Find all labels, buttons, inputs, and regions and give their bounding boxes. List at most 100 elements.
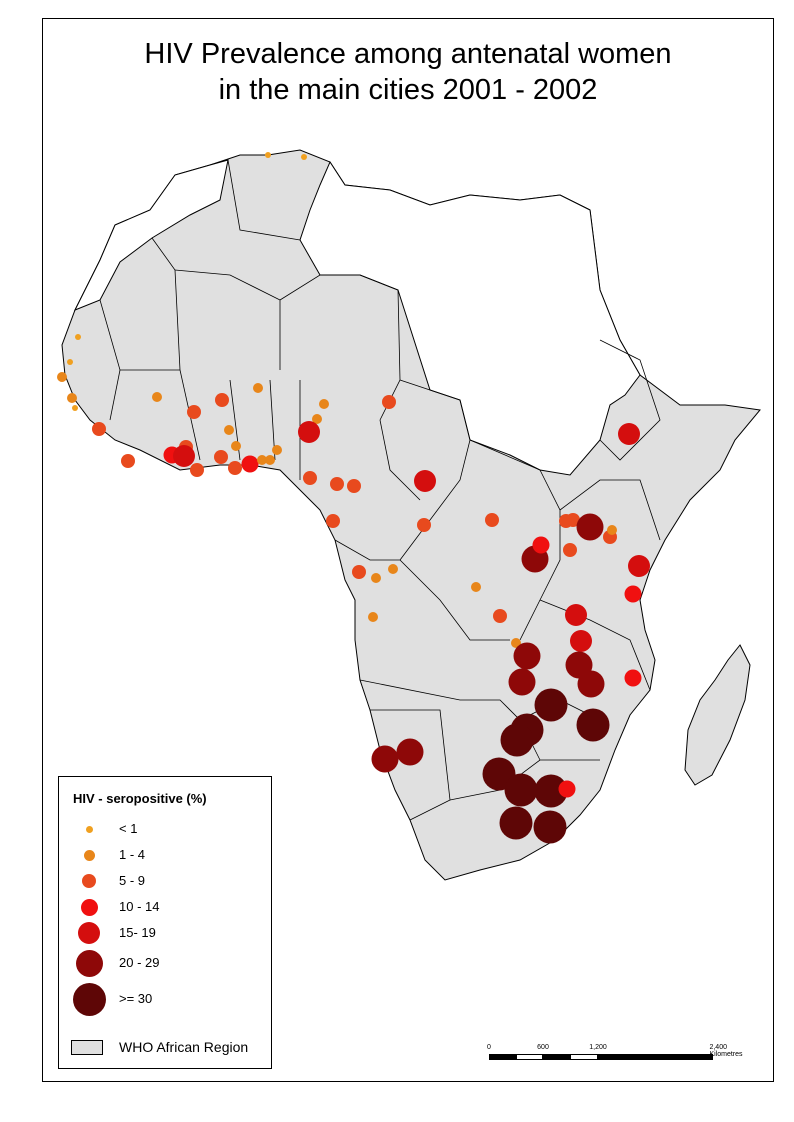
city-marker	[500, 723, 534, 757]
city-marker	[628, 555, 650, 577]
legend-row: 15- 19	[59, 921, 271, 951]
city-marker	[190, 463, 204, 477]
legend-symbol	[72, 982, 106, 1016]
scale-tick-0: 0	[487, 1044, 491, 1051]
city-marker	[396, 738, 424, 766]
city-marker	[534, 688, 568, 722]
city-marker	[57, 372, 67, 382]
legend-symbol	[75, 949, 103, 977]
city-marker	[558, 780, 576, 798]
city-marker	[577, 670, 605, 698]
city-marker	[228, 461, 242, 475]
city-marker	[368, 612, 378, 622]
city-marker	[371, 745, 399, 773]
city-markers	[57, 152, 650, 844]
city-marker	[570, 630, 592, 652]
legend-row: 10 - 14	[59, 895, 271, 925]
legend-label: 20 - 29	[119, 955, 160, 970]
city-marker	[75, 334, 81, 340]
city-marker	[576, 513, 604, 541]
legend-symbol	[85, 825, 93, 833]
legend-symbol	[82, 874, 96, 888]
legend-region-label: WHO African Region	[119, 1039, 249, 1055]
scale-tick-2400: 2,400 Kilometres	[709, 1044, 743, 1058]
scale-seg-2	[516, 1054, 543, 1060]
city-marker	[565, 604, 587, 626]
city-marker	[265, 152, 271, 158]
madagascar	[684, 644, 751, 786]
scale-seg-3	[543, 1054, 570, 1060]
legend-label: 5 - 9	[119, 873, 146, 888]
map-frame	[42, 18, 774, 1082]
legend-row: 1 - 4	[59, 843, 271, 873]
legend-row: 20 - 29	[59, 949, 271, 981]
city-marker	[534, 774, 568, 808]
city-marker	[67, 393, 77, 403]
city-marker	[231, 441, 241, 451]
city-marker	[298, 421, 320, 443]
city-marker	[414, 470, 436, 492]
city-marker	[215, 393, 229, 407]
legend-row: >= 30	[59, 982, 271, 1017]
city-marker	[67, 359, 73, 365]
city-marker	[347, 479, 361, 493]
city-marker	[388, 564, 398, 574]
legend-label: 15- 19	[119, 925, 156, 940]
scale-seg-4	[570, 1054, 598, 1060]
city-marker	[624, 669, 642, 687]
city-marker	[72, 405, 78, 411]
city-marker	[330, 477, 344, 491]
city-marker	[301, 154, 307, 160]
city-marker	[187, 405, 201, 419]
city-marker	[326, 514, 340, 528]
legend-label: 10 - 14	[119, 899, 160, 914]
legend-row: < 1	[59, 817, 271, 847]
legend: HIV - seropositive (%) < 1 1 - 4 5 - 9 10 -…	[58, 776, 272, 1069]
city-marker	[371, 573, 381, 583]
city-marker	[471, 582, 481, 592]
city-marker	[624, 585, 642, 603]
city-marker	[533, 810, 567, 844]
city-marker	[607, 525, 617, 535]
legend-symbol	[80, 898, 98, 916]
city-marker	[511, 638, 521, 648]
city-marker	[303, 471, 317, 485]
city-marker	[513, 642, 541, 670]
city-marker	[92, 422, 106, 436]
city-marker	[173, 445, 195, 467]
city-marker	[493, 609, 507, 623]
city-marker	[566, 513, 580, 527]
city-marker	[241, 455, 259, 473]
scale-bar: 0 600 1,200 2,400 Kilometres	[487, 1040, 758, 1070]
city-marker	[485, 513, 499, 527]
scale-seg-1	[489, 1054, 516, 1060]
city-marker	[382, 395, 396, 409]
city-marker	[532, 536, 550, 554]
city-marker	[312, 414, 322, 424]
city-marker	[121, 454, 135, 468]
legend-symbol	[83, 849, 95, 861]
city-marker	[352, 565, 366, 579]
city-marker	[152, 392, 162, 402]
city-marker	[214, 450, 228, 464]
country-borders	[99, 159, 661, 821]
city-marker	[499, 806, 533, 840]
legend-region-swatch	[71, 1040, 103, 1055]
map-title-line1: HIV Prevalence among antenatal women	[144, 38, 672, 70]
map-title-line2: in the main cities 2001 - 2002	[218, 74, 598, 106]
city-marker	[508, 668, 536, 696]
city-marker	[504, 773, 538, 807]
city-marker	[265, 455, 275, 465]
legend-label: < 1	[119, 821, 138, 836]
scale-tick-1200: 1,200	[589, 1044, 607, 1051]
scale-seg-5	[598, 1054, 713, 1060]
scale-tick-600: 600	[537, 1044, 549, 1051]
city-marker	[272, 445, 282, 455]
legend-title: HIV - seropositive (%)	[73, 791, 207, 806]
city-marker	[563, 543, 577, 557]
legend-symbol	[78, 922, 100, 944]
legend-row: 5 - 9	[59, 869, 271, 899]
city-marker	[224, 425, 234, 435]
city-marker	[319, 399, 329, 409]
